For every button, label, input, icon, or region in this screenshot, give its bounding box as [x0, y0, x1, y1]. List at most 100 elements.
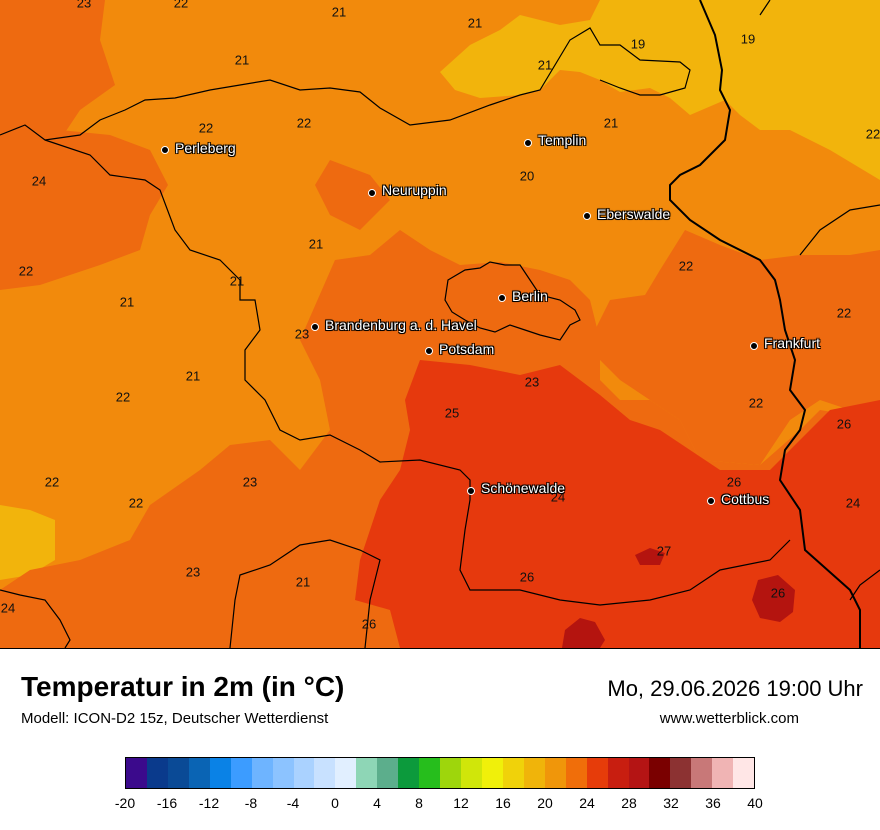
- website-link[interactable]: www.wetterblick.com: [659, 710, 799, 727]
- temp-label: 19: [740, 31, 756, 47]
- scale-tick-label: -16: [156, 795, 178, 811]
- scale-swatch: [356, 758, 378, 788]
- city-marker: [467, 487, 475, 495]
- temp-label: 26: [836, 416, 852, 432]
- city-label-cottbus: Cottbus: [721, 491, 770, 507]
- temp-label: 21: [603, 115, 619, 131]
- scale-swatch: [188, 758, 210, 788]
- scale-swatch: [670, 758, 692, 788]
- temp-label: 21: [234, 52, 250, 68]
- temp-label: 23: [242, 474, 258, 490]
- scale-tick-label: 28: [621, 795, 637, 811]
- scale-swatch: [607, 758, 629, 788]
- scale-tick-label: 40: [747, 795, 763, 811]
- map-title: Temperatur in 2m (in °C): [21, 671, 345, 702]
- scale-swatch: [523, 758, 545, 788]
- temp-label: 26: [726, 474, 742, 490]
- temp-label: 22: [18, 263, 34, 279]
- temp-label: 26: [361, 616, 377, 632]
- scale-swatch: [502, 758, 524, 788]
- temp-label: 23: [76, 0, 92, 11]
- temp-label: 24: [845, 495, 861, 511]
- temp-label: 23: [294, 326, 310, 342]
- temp-label: 21: [537, 57, 553, 73]
- scale-swatch: [146, 758, 168, 788]
- temp-label: 24: [31, 173, 47, 189]
- city-marker: [524, 139, 532, 147]
- scale-swatch: [314, 758, 336, 788]
- scale-swatch: [230, 758, 252, 788]
- temp-label: 24: [0, 600, 16, 616]
- scale-swatch: [628, 758, 650, 788]
- city-marker: [425, 347, 433, 355]
- scale-swatch: [565, 758, 587, 788]
- scale-tick-label: 0: [331, 795, 339, 811]
- city-marker: [161, 146, 169, 154]
- temp-label: 22: [748, 395, 764, 411]
- temp-label: 26: [519, 569, 535, 585]
- temp-label: 22: [173, 0, 189, 11]
- temp-label: 23: [524, 374, 540, 390]
- city-marker: [311, 323, 319, 331]
- forecast-datetime: Mo, 29.06.2026 19:00 Uhr: [607, 676, 863, 701]
- scale-swatch: [733, 758, 755, 788]
- temp-label: 22: [296, 115, 312, 131]
- scale-tick-label: -12: [198, 795, 220, 811]
- city-label-schoenewalde: Schönewalde: [481, 480, 566, 496]
- model-info: Modell: ICON-D2 15z, Deutscher Wetterdie…: [21, 710, 329, 727]
- temperature-map: 23 22 21 21 19 19 21 21 22 22 24 21 20 2…: [0, 0, 880, 649]
- scale-tick-label: 4: [373, 795, 381, 811]
- temp-label: 20: [519, 168, 535, 184]
- scale-swatch: [461, 758, 482, 788]
- scale-swatch: [440, 758, 461, 788]
- scale-swatch: [398, 758, 420, 788]
- scale-tick-label: 32: [663, 795, 679, 811]
- scale-swatch: [419, 758, 441, 788]
- zone-27: [562, 548, 795, 648]
- scale-swatch: [481, 758, 503, 788]
- city-marker: [707, 497, 715, 505]
- temp-label: 21: [331, 4, 347, 20]
- color-scale: [125, 757, 755, 789]
- temp-label: 24: [550, 489, 566, 505]
- scale-tick-label: 20: [537, 795, 553, 811]
- temp-label: 21: [295, 574, 311, 590]
- city-label-berlin: Berlin: [512, 288, 548, 304]
- temp-label: 22: [115, 389, 131, 405]
- temp-label: 22: [128, 495, 144, 511]
- scale-swatch: [586, 758, 608, 788]
- scale-tick-label: -4: [286, 795, 300, 811]
- temp-label: 21: [119, 294, 135, 310]
- city-label-potsdam: Potsdam: [439, 341, 495, 357]
- temp-label: 27: [656, 543, 672, 559]
- temp-label: 23: [185, 564, 201, 580]
- city-label-brandenburg: Brandenburg a. d. Havel: [325, 317, 477, 333]
- scale-swatch: [712, 758, 734, 788]
- city-label-templin: Templin: [538, 132, 587, 148]
- scale-tick-label: -20: [114, 795, 136, 811]
- scale-swatch: [335, 758, 357, 788]
- scale-swatch: [251, 758, 273, 788]
- scale-swatch: [293, 758, 315, 788]
- temp-label: 22: [198, 120, 214, 136]
- scale-tick-label: 24: [579, 795, 595, 811]
- scale-swatch: [649, 758, 671, 788]
- scale-swatch: [691, 758, 713, 788]
- city-label-frankfurt: Frankfurt: [764, 335, 821, 351]
- scale-swatch: [167, 758, 189, 788]
- temp-label: 22: [678, 258, 694, 274]
- temp-label: 21: [185, 368, 201, 384]
- scale-swatch: [126, 758, 147, 788]
- city-label-eberswalde: Eberswalde: [597, 206, 671, 222]
- city-label-neuruppin: Neuruppin: [382, 182, 447, 198]
- map-canvas: [0, 0, 880, 648]
- scale-swatch: [272, 758, 294, 788]
- scale-tick-label: 12: [453, 795, 469, 811]
- zone-19: [0, 0, 880, 580]
- temp-label: 22: [44, 474, 60, 490]
- city-marker: [368, 189, 376, 197]
- scale-tick-label: 16: [495, 795, 511, 811]
- temp-label: 19: [630, 36, 646, 52]
- city-marker: [583, 212, 591, 220]
- scale-tick-label: 8: [415, 795, 423, 811]
